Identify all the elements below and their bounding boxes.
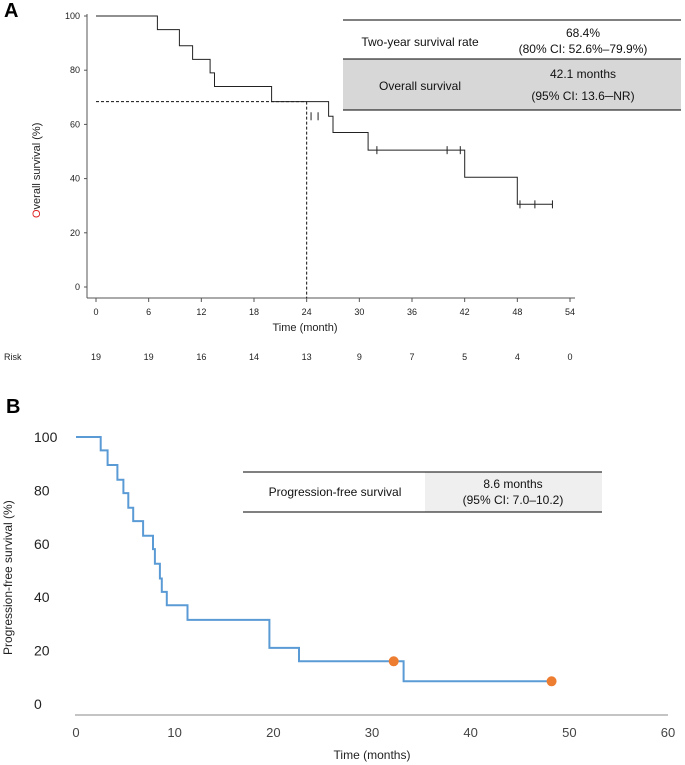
b-table-value-bg xyxy=(425,472,602,512)
b-x-tick-label: 0 xyxy=(72,725,79,740)
b-x-tick-label: 50 xyxy=(562,725,576,740)
a-survival-curve xyxy=(96,15,553,205)
b-y-axis-title: Progression-free survival (%) xyxy=(1,500,15,655)
a-table-row2-value-1: 42.1 months xyxy=(550,67,616,81)
b-y-tick-label: 40 xyxy=(34,589,50,605)
panel-label-a: A xyxy=(4,0,18,22)
b-censor-marker xyxy=(546,676,557,687)
a-y-tick-label: 100 xyxy=(65,11,80,21)
a-table-row1-value-2: (80% CI: 52.6%–79.9%) xyxy=(519,42,648,56)
b-censor-marker xyxy=(388,656,399,667)
a-summary-table: Two-year survival rate 68.4% (80% CI: 52… xyxy=(343,19,681,111)
a-y-tick-label: 40 xyxy=(70,174,80,184)
b-table-row1-value-1: 8.6 months xyxy=(483,477,542,491)
a-x-tick-label: 42 xyxy=(460,307,470,317)
a-x-tick-label: 48 xyxy=(512,307,522,317)
a-risk-value: 14 xyxy=(249,352,259,362)
b-y-tick-label: 0 xyxy=(34,696,42,712)
progression-free-survival-chart: 0 20 40 60 80 100 0 10 20 30 40 50 60 Time (months)… xyxy=(1,429,675,762)
a-risk-value: 5 xyxy=(462,352,467,362)
b-x-tick-label: 30 xyxy=(365,725,379,740)
a-risk-value: 7 xyxy=(409,352,414,362)
a-x-tick-label: 18 xyxy=(249,307,259,317)
a-y-tick-label: 20 xyxy=(70,228,80,238)
b-survival-curve xyxy=(76,436,552,683)
a-y-axis-title-rest: verall survival (%) xyxy=(31,123,43,210)
a-x-tick-label: 12 xyxy=(196,307,206,317)
a-risk-value: 4 xyxy=(515,352,520,362)
b-y-tick-label: 60 xyxy=(34,536,50,552)
a-risk-value: 9 xyxy=(357,352,362,362)
a-x-tick-label: 54 xyxy=(565,307,575,317)
b-x-tick-label: 10 xyxy=(167,725,181,740)
a-risk-value: 19 xyxy=(144,352,154,362)
a-x-axis-title: Time (month) xyxy=(273,322,338,334)
a-risk-label: Risk xyxy=(4,352,22,362)
a-risk-value: 19 xyxy=(91,352,101,362)
b-table-row1-value-2: (95% CI: 7.0–10.2) xyxy=(463,493,564,507)
a-risk-value: 0 xyxy=(567,352,572,362)
a-y-tick-label: 0 xyxy=(75,282,80,292)
b-y-tick-label: 20 xyxy=(34,643,50,659)
b-summary-table: Progression-free survival 8.6 months (95… xyxy=(243,471,602,513)
a-table-row2-label: Overall survival xyxy=(379,79,461,93)
b-table-row1-label: Progression-free survival xyxy=(269,485,402,499)
a-risk-value: 16 xyxy=(196,352,206,362)
a-x-tick-label: 6 xyxy=(146,307,151,317)
a-y-axis-title-first-letter: O xyxy=(31,209,43,218)
b-x-tick-label: 20 xyxy=(266,725,280,740)
b-y-tick-label: 100 xyxy=(34,429,58,445)
panel-label-b: B xyxy=(6,396,20,418)
b-x-tick-label: 60 xyxy=(661,725,675,740)
a-table-row2-value-2: (95% CI: 13.6─NR) xyxy=(531,89,634,103)
b-x-tick-label: 40 xyxy=(463,725,477,740)
a-y-tick-label: 80 xyxy=(70,65,80,75)
b-x-axis-title: Time (months) xyxy=(334,748,411,762)
a-table-row2-bg xyxy=(343,59,681,110)
a-x-tick-label: 36 xyxy=(407,307,417,317)
a-x-tick-label: 30 xyxy=(354,307,364,317)
a-risk-value: 13 xyxy=(302,352,312,362)
a-y-axis-title: Overall survival (%) xyxy=(31,123,43,218)
a-x-tick-label: 24 xyxy=(302,307,312,317)
a-x-tick-label: 0 xyxy=(93,307,98,317)
a-table-row1-label: Two-year survival rate xyxy=(361,35,479,49)
a-table-row1-value-1: 68.4% xyxy=(566,26,600,40)
a-y-tick-label: 60 xyxy=(70,119,80,129)
b-y-tick-label: 80 xyxy=(34,482,50,498)
